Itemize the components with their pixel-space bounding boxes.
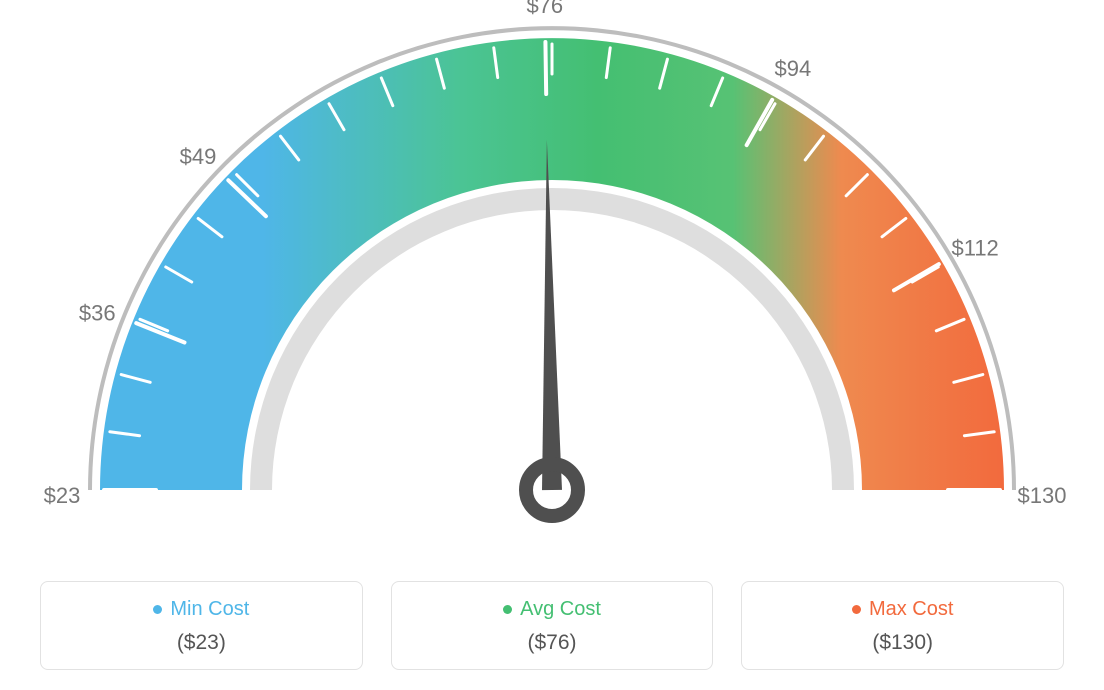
svg-text:$36: $36	[79, 300, 116, 325]
legend-row: Min Cost ($23) Avg Cost ($76) Max Cost (…	[0, 581, 1104, 670]
legend-title-text: Avg Cost	[520, 598, 601, 620]
legend-card-avg: Avg Cost ($76)	[391, 581, 714, 670]
legend-card-max: Max Cost ($130)	[741, 581, 1064, 670]
svg-text:$94: $94	[774, 56, 811, 81]
legend-value-avg: ($76)	[392, 631, 713, 655]
legend-card-min: Min Cost ($23)	[40, 581, 363, 670]
svg-text:$23: $23	[44, 483, 81, 508]
legend-title-text: Max Cost	[869, 598, 953, 620]
svg-text:$49: $49	[180, 144, 217, 169]
gauge-chart: $23 $36 $49 $76 $94 $112 $130	[0, 0, 1104, 560]
legend-title-min: Min Cost	[41, 598, 362, 621]
gauge-svg: $23 $36 $49 $76 $94 $112 $130	[0, 0, 1104, 560]
dot-icon	[852, 605, 861, 614]
svg-text:$112: $112	[951, 236, 998, 261]
dot-icon	[153, 605, 162, 614]
legend-title-max: Max Cost	[742, 598, 1063, 621]
legend-value-min: ($23)	[41, 631, 362, 655]
legend-value-max: ($130)	[742, 631, 1063, 655]
dot-icon	[503, 605, 512, 614]
legend-title-text: Min Cost	[170, 598, 249, 620]
svg-text:$76: $76	[526, 0, 563, 18]
svg-text:$130: $130	[1018, 483, 1067, 508]
legend-title-avg: Avg Cost	[392, 598, 713, 621]
